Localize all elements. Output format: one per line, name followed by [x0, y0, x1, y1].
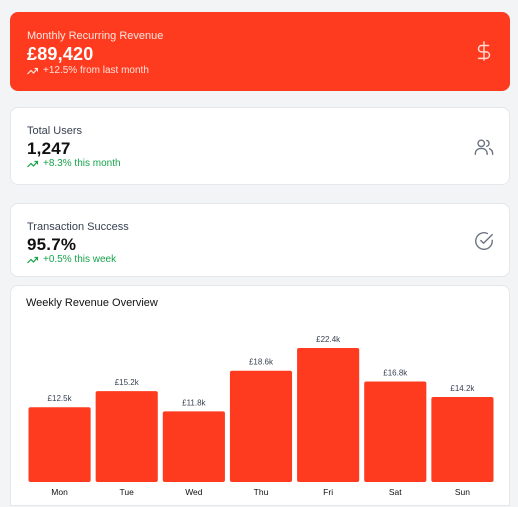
- transactions-delta: +0.5% this week: [27, 254, 116, 265]
- bar-tue[interactable]: [95, 391, 158, 482]
- tick-label-thu: Thu: [254, 487, 269, 497]
- data-label-wed: £11.8k: [182, 398, 206, 407]
- bar-sun[interactable]: [431, 397, 494, 482]
- bar-mon[interactable]: [28, 407, 91, 482]
- transaction-success-card: Transaction Success 95.7% +0.5% this wee…: [10, 203, 510, 277]
- total-users-card: Total Users 1,247 +8.3% this month: [10, 107, 510, 185]
- weekly-revenue-chart-card: Weekly Revenue Overview £12.5k Mon £15.2k T…: [10, 285, 510, 506]
- mrr-card: Monthly Recurring Revenue £89,420 +12.5%…: [10, 12, 510, 91]
- trending-up-icon: [27, 67, 38, 74]
- dollar-icon: [477, 41, 491, 61]
- users-delta-text: +8.3% this month: [43, 158, 121, 169]
- users-delta: +8.3% this month: [27, 158, 121, 169]
- transactions-delta-text: +0.5% this week: [43, 254, 117, 265]
- tick-label-mon: Mon: [51, 487, 68, 497]
- users-icon: [474, 139, 494, 156]
- mrr-delta: +12.5% from last month: [27, 65, 149, 76]
- mrr-value: £89,420: [27, 44, 94, 64]
- users-label: Total Users: [27, 125, 83, 137]
- data-label-sun: £14.2k: [450, 384, 475, 393]
- bar-thu[interactable]: [229, 370, 293, 482]
- data-label-sat: £16.8k: [383, 369, 408, 378]
- tick-label-wed: Wed: [185, 487, 203, 497]
- transactions-value: 95.7%: [27, 235, 77, 254]
- tick-label-fri: Fri: [323, 487, 333, 497]
- weekly-revenue-bar-chart: £12.5k Mon £15.2k Tue £11.8k Wed £18.6k Thu £22.…: [28, 335, 494, 497]
- data-label-fri: £22.4k: [316, 335, 341, 344]
- tick-label-tue: Tue: [120, 487, 135, 497]
- bar-wed[interactable]: [162, 411, 225, 482]
- transactions-label: Transaction Success: [27, 221, 129, 233]
- mrr-delta-text: +12.5% from last month: [43, 65, 149, 76]
- data-label-thu: £18.6k: [249, 358, 274, 367]
- bar-fri[interactable]: [297, 348, 360, 482]
- trending-up-icon: [27, 160, 38, 167]
- tick-label-sun: Sun: [455, 487, 470, 497]
- check-circle-icon: [475, 232, 493, 250]
- bar-sat[interactable]: [364, 381, 427, 483]
- tick-label-sat: Sat: [389, 487, 402, 497]
- data-label-tue: £15.2k: [115, 378, 140, 387]
- users-value: 1,247: [27, 139, 71, 158]
- chart-title: Weekly Revenue Overview: [26, 297, 158, 309]
- mrr-label: Monthly Recurring Revenue: [27, 30, 164, 42]
- data-label-mon: £12.5k: [48, 394, 73, 403]
- trending-up-icon: [27, 256, 38, 263]
